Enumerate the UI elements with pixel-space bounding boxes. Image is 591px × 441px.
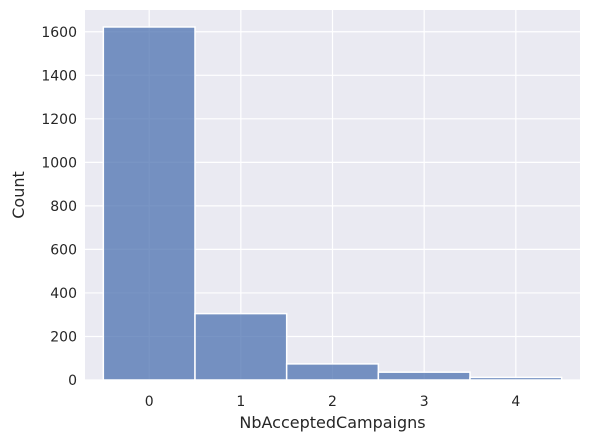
bars <box>102 26 563 381</box>
y-tick-label: 800 <box>50 199 77 215</box>
x-tick-label: 0 <box>145 394 154 410</box>
x-tick-label: 3 <box>420 394 429 410</box>
x-axis-label: NbAcceptedCampaigns <box>239 413 425 432</box>
x-tick-labels: 0 1 2 3 4 <box>145 394 521 410</box>
x-tick-label: 4 <box>511 394 520 410</box>
bar-1 <box>194 312 288 381</box>
y-tick-label: 200 <box>50 329 77 345</box>
bar-3 <box>377 371 471 381</box>
y-tick-label: 400 <box>50 286 77 302</box>
y-tick-labels: 0 200 400 600 800 1000 1200 1400 1600 <box>41 25 77 389</box>
y-axis-label: Count <box>9 171 28 219</box>
y-tick-label: 0 <box>68 373 77 389</box>
bar-4 <box>469 376 563 381</box>
y-tick-label: 1400 <box>41 68 77 84</box>
x-tick-label: 2 <box>328 394 337 410</box>
bar-0 <box>102 26 196 381</box>
y-tick-label: 1200 <box>41 112 77 128</box>
x-tick-label: 1 <box>236 394 245 410</box>
bar-2 <box>285 363 380 381</box>
y-tick-label: 600 <box>50 242 77 258</box>
y-tick-label: 1600 <box>41 25 77 41</box>
y-tick-label: 1000 <box>41 155 77 171</box>
